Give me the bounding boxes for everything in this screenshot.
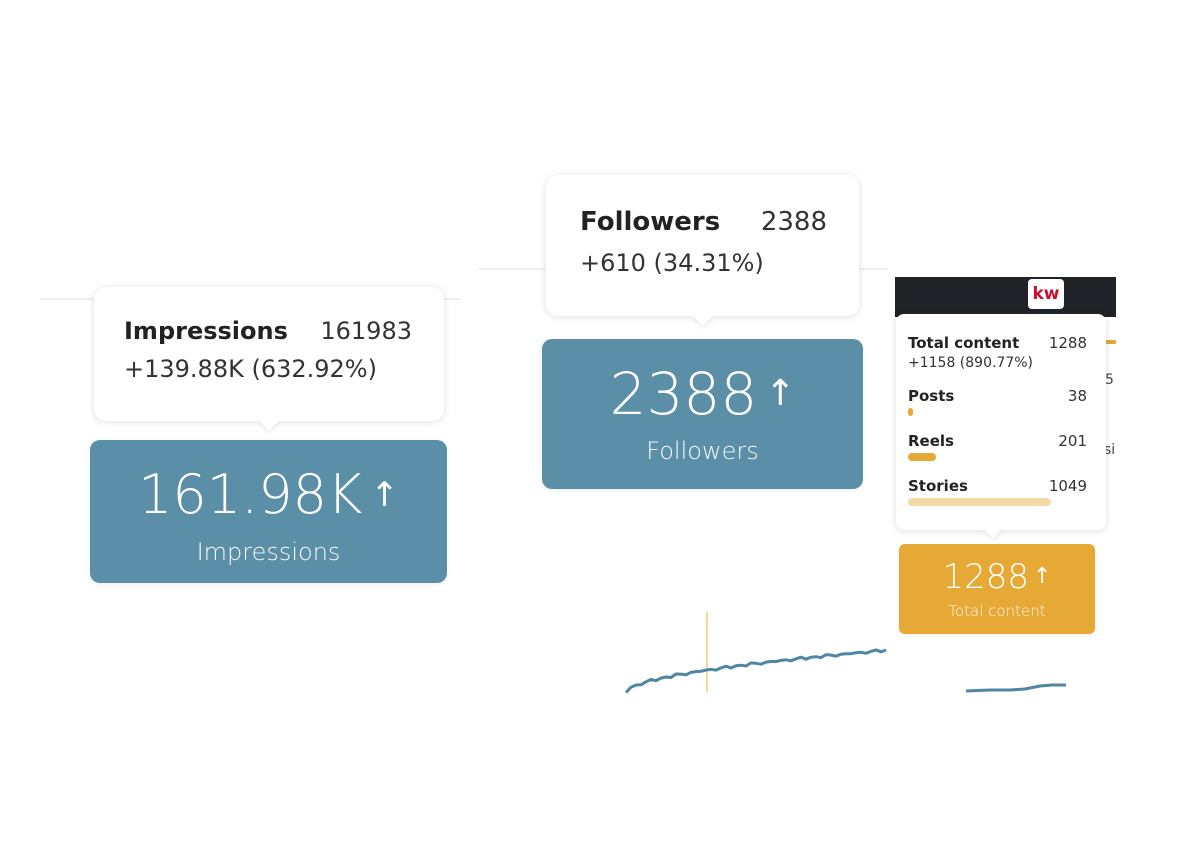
breakdown-bar-track xyxy=(908,453,1087,461)
kw-logo: kw xyxy=(1028,279,1064,309)
posts-share-bar xyxy=(908,408,913,416)
arrow-up-icon: ↑ xyxy=(765,373,796,414)
breakdown-row-reels: Reels 201 xyxy=(908,432,1087,450)
arrow-up-icon: ↑ xyxy=(370,475,399,515)
followers-tooltip-label: Followers xyxy=(580,207,721,237)
followers-tooltip-change: +610 (34.31%) xyxy=(580,249,764,277)
total-content-tooltip-value: 1288 xyxy=(1048,334,1087,352)
total-content-card-label: Total content xyxy=(948,602,1046,620)
total-content-tooltip-change: +1158 (890.77%) xyxy=(908,355,1034,371)
total-content-card-value: 1288 xyxy=(942,557,1030,597)
total-content-tooltip: Total content 1288 +1158 (890.77%) Posts… xyxy=(896,314,1106,539)
followers-tooltip-value: 2388 xyxy=(760,207,827,237)
impressions-tooltip-change: +139.88K (632.92%) xyxy=(124,355,377,383)
content-breakdown: Posts 38 Reels 201 Stories 1049 xyxy=(908,387,1087,506)
breakdown-value: 201 xyxy=(1058,432,1087,450)
breakdown-row-stories: Stories 1049 xyxy=(908,477,1087,495)
accent-strip xyxy=(1100,340,1116,344)
peeking-text: si xyxy=(1104,442,1116,458)
arrow-up-icon: ↑ xyxy=(1033,564,1052,589)
breakdown-label: Posts xyxy=(908,387,955,405)
impressions-card-value: 161.98K xyxy=(138,463,363,526)
breakdown-label: Stories xyxy=(908,477,968,495)
breakdown-row-posts: Posts 38 xyxy=(908,387,1087,405)
impressions-tooltip-label: Impressions xyxy=(124,317,288,345)
followers-tooltip: Followers 2388 +610 (34.31%) xyxy=(546,175,859,326)
total-content-tooltip-label: Total content xyxy=(908,334,1020,352)
breakdown-bar-track xyxy=(908,408,1087,416)
total-content-stat-card[interactable]: 1288 ↑ Total content xyxy=(899,544,1095,634)
breakdown-value: 1049 xyxy=(1048,477,1087,495)
content-trend-line xyxy=(965,683,1066,693)
impressions-stat-card[interactable]: 161.98K ↑ Impressions xyxy=(90,440,447,583)
impressions-tooltip-value: 161983 xyxy=(320,317,412,345)
peeking-text: 5 xyxy=(1105,372,1114,388)
impressions-tooltip: Impressions 161983 +139.88K (632.92%) xyxy=(94,287,444,431)
stories-share-bar xyxy=(908,498,1051,506)
followers-card-value: 2388 xyxy=(609,360,758,428)
followers-stat-card[interactable]: 2388 ↑ Followers xyxy=(542,339,863,489)
breakdown-label: Reels xyxy=(908,432,954,450)
app-header-bar xyxy=(895,277,1116,317)
followers-card-label: Followers xyxy=(646,437,759,465)
followers-trend-line xyxy=(624,648,887,694)
impressions-card-label: Impressions xyxy=(196,538,341,566)
breakdown-value: 38 xyxy=(1067,387,1087,405)
reels-share-bar xyxy=(908,453,936,461)
breakdown-bar-track xyxy=(908,498,1087,506)
